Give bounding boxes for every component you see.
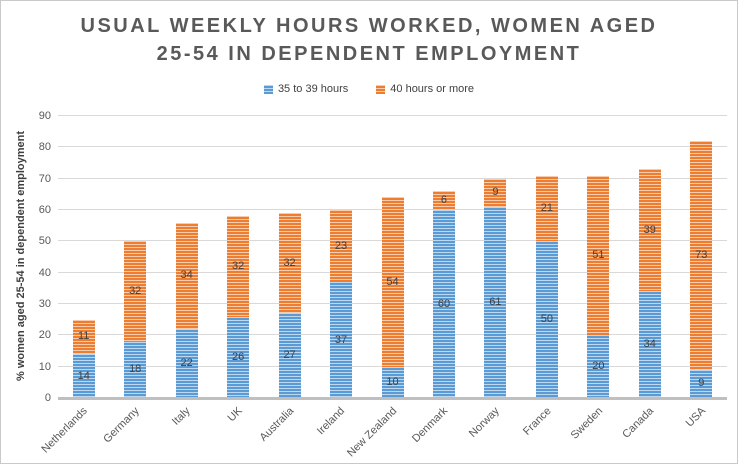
bar-segment-orange-netherlands: 11 bbox=[72, 319, 95, 355]
bar-segment-orange-sweden: 51 bbox=[587, 175, 610, 336]
bar-data-label: 18 bbox=[129, 363, 142, 376]
chart-title-line1: USUAL WEEKLY HOURS WORKED, WOMEN AGED bbox=[80, 15, 658, 37]
legend-swatch-icon bbox=[263, 84, 273, 94]
bar-data-label: 50 bbox=[540, 313, 553, 326]
bar-segment-blue-norway: 61 bbox=[484, 206, 507, 398]
x-label-uk: UK bbox=[225, 405, 245, 425]
y-tick-label-90: 90 bbox=[38, 110, 51, 122]
bar-data-label: 39 bbox=[643, 223, 656, 236]
bar-segment-orange-denmark: 6 bbox=[432, 191, 455, 210]
bar-data-label: 10 bbox=[386, 375, 399, 388]
bar-segment-orange-uk: 32 bbox=[227, 216, 250, 317]
legend: 35 to 39 hours 40 hours or more bbox=[1, 83, 737, 95]
bar-data-label: 9 bbox=[492, 186, 499, 199]
y-tick-label-40: 40 bbox=[38, 266, 51, 279]
x-label-canada: Canada bbox=[620, 405, 657, 441]
chart-title: USUAL WEEKLY HOURS WORKED, WOMEN AGED 25… bbox=[1, 12, 737, 68]
bar-segment-blue-uk: 26 bbox=[227, 316, 250, 398]
x-axis-line bbox=[58, 397, 727, 400]
y-tick-label-60: 60 bbox=[38, 204, 51, 216]
x-axis-labels: Netherlands Germany Italy UK Australia Irelan… bbox=[40, 403, 727, 463]
chart-title-line2: 25-54 IN DEPENDENT EMPLOYMENT bbox=[156, 43, 582, 65]
bar-segment-blue-new-zealand: 10 bbox=[381, 366, 404, 398]
x-label-france: France bbox=[520, 405, 554, 438]
bar-data-label: 32 bbox=[283, 256, 296, 269]
bar-data-label: 32 bbox=[231, 259, 245, 272]
bar-data-label: 34 bbox=[180, 269, 193, 282]
x-label-norway: Norway bbox=[467, 405, 502, 440]
bar-segment-orange-norway: 9 bbox=[484, 178, 507, 207]
legend-label: 35 to 39 hours bbox=[277, 83, 349, 95]
legend-label: 40 hours or more bbox=[390, 83, 475, 95]
bar-data-label: 21 bbox=[540, 201, 553, 214]
bar-segment-orange-ireland: 23 bbox=[330, 210, 353, 283]
bar-segment-blue-france: 50 bbox=[535, 241, 558, 398]
bar-segment-orange-new-zealand: 54 bbox=[381, 197, 404, 367]
legend-item-40-plus: 40 hours or more bbox=[376, 83, 474, 95]
x-label-new-zealand: New Zealand bbox=[344, 405, 399, 460]
bar-data-label: 60 bbox=[437, 297, 451, 310]
y-tick-label-30: 30 bbox=[38, 298, 51, 310]
bar-segment-orange-italy: 34 bbox=[175, 222, 198, 330]
gridline-90 bbox=[58, 115, 727, 116]
bar-data-label: 73 bbox=[695, 248, 708, 261]
x-label-sweden: Sweden bbox=[568, 405, 605, 442]
bar-data-label: 32 bbox=[129, 284, 142, 297]
bar-data-label: 27 bbox=[283, 349, 296, 362]
bar-data-label: 14 bbox=[77, 369, 90, 382]
bar-data-label: 11 bbox=[78, 330, 90, 343]
bar-segment-blue-canada: 34 bbox=[638, 291, 661, 398]
x-label-germany: Germany bbox=[101, 405, 142, 446]
y-tick-label-80: 80 bbox=[38, 141, 51, 154]
y-tick-label-0: 0 bbox=[44, 392, 51, 404]
x-label-italy: Italy bbox=[170, 405, 194, 428]
gridline-80 bbox=[58, 146, 727, 148]
bar-segment-blue-usa: 9 bbox=[690, 369, 713, 398]
plot-area: 14 11 18 32 22 34 26 32 27 32 37 23 10 54 60 6 61 9 50 21 20… bbox=[58, 115, 727, 400]
y-tick-label-20: 20 bbox=[38, 329, 51, 342]
bar-data-label: 6 bbox=[440, 194, 448, 207]
bar-segment-orange-germany: 32 bbox=[124, 241, 147, 342]
bar-data-label: 22 bbox=[180, 357, 193, 370]
bar-data-label: 20 bbox=[592, 360, 605, 373]
y-tick-label-70: 70 bbox=[38, 172, 51, 185]
bar-segment-blue-italy: 22 bbox=[175, 329, 198, 398]
bar-segment-orange-canada: 39 bbox=[638, 169, 661, 292]
bar-data-label: 34 bbox=[643, 338, 656, 351]
bar-segment-blue-sweden: 20 bbox=[587, 335, 610, 398]
y-tick-label-10: 10 bbox=[38, 360, 51, 373]
bar-segment-orange-france: 21 bbox=[535, 175, 558, 242]
bar-data-label: 51 bbox=[592, 248, 605, 261]
x-label-denmark: Denmark bbox=[410, 405, 451, 446]
x-label-netherlands: Netherlands bbox=[39, 405, 91, 456]
bar-segment-blue-germany: 18 bbox=[124, 341, 147, 398]
x-label-ireland: Ireland bbox=[315, 405, 348, 438]
bar-segment-blue-australia: 27 bbox=[278, 313, 301, 398]
y-axis-tick-labels: 0 10 20 30 40 50 60 70 80 90 bbox=[1, 110, 51, 404]
gridline-70 bbox=[58, 177, 727, 179]
bar-segment-orange-australia: 32 bbox=[278, 213, 301, 314]
bar-segment-orange-usa: 73 bbox=[690, 141, 713, 370]
bar-data-label: 61 bbox=[489, 295, 502, 308]
legend-swatch-icon bbox=[376, 84, 386, 94]
x-label-usa: USA bbox=[683, 405, 708, 430]
bar-segment-blue-netherlands: 14 bbox=[72, 354, 95, 398]
bar-segment-blue-denmark: 60 bbox=[432, 210, 455, 398]
bar-data-label: 37 bbox=[334, 333, 348, 346]
bar-segment-blue-ireland: 37 bbox=[330, 282, 353, 398]
bar-data-label: 26 bbox=[231, 350, 245, 363]
legend-item-35-39: 35 to 39 hours bbox=[263, 83, 349, 95]
y-tick-label-50: 50 bbox=[38, 235, 51, 248]
bar-data-label: 9 bbox=[698, 377, 705, 390]
x-label-australia: Australia bbox=[257, 405, 297, 444]
bar-data-label: 54 bbox=[386, 275, 399, 288]
bar-data-label: 23 bbox=[334, 239, 348, 252]
